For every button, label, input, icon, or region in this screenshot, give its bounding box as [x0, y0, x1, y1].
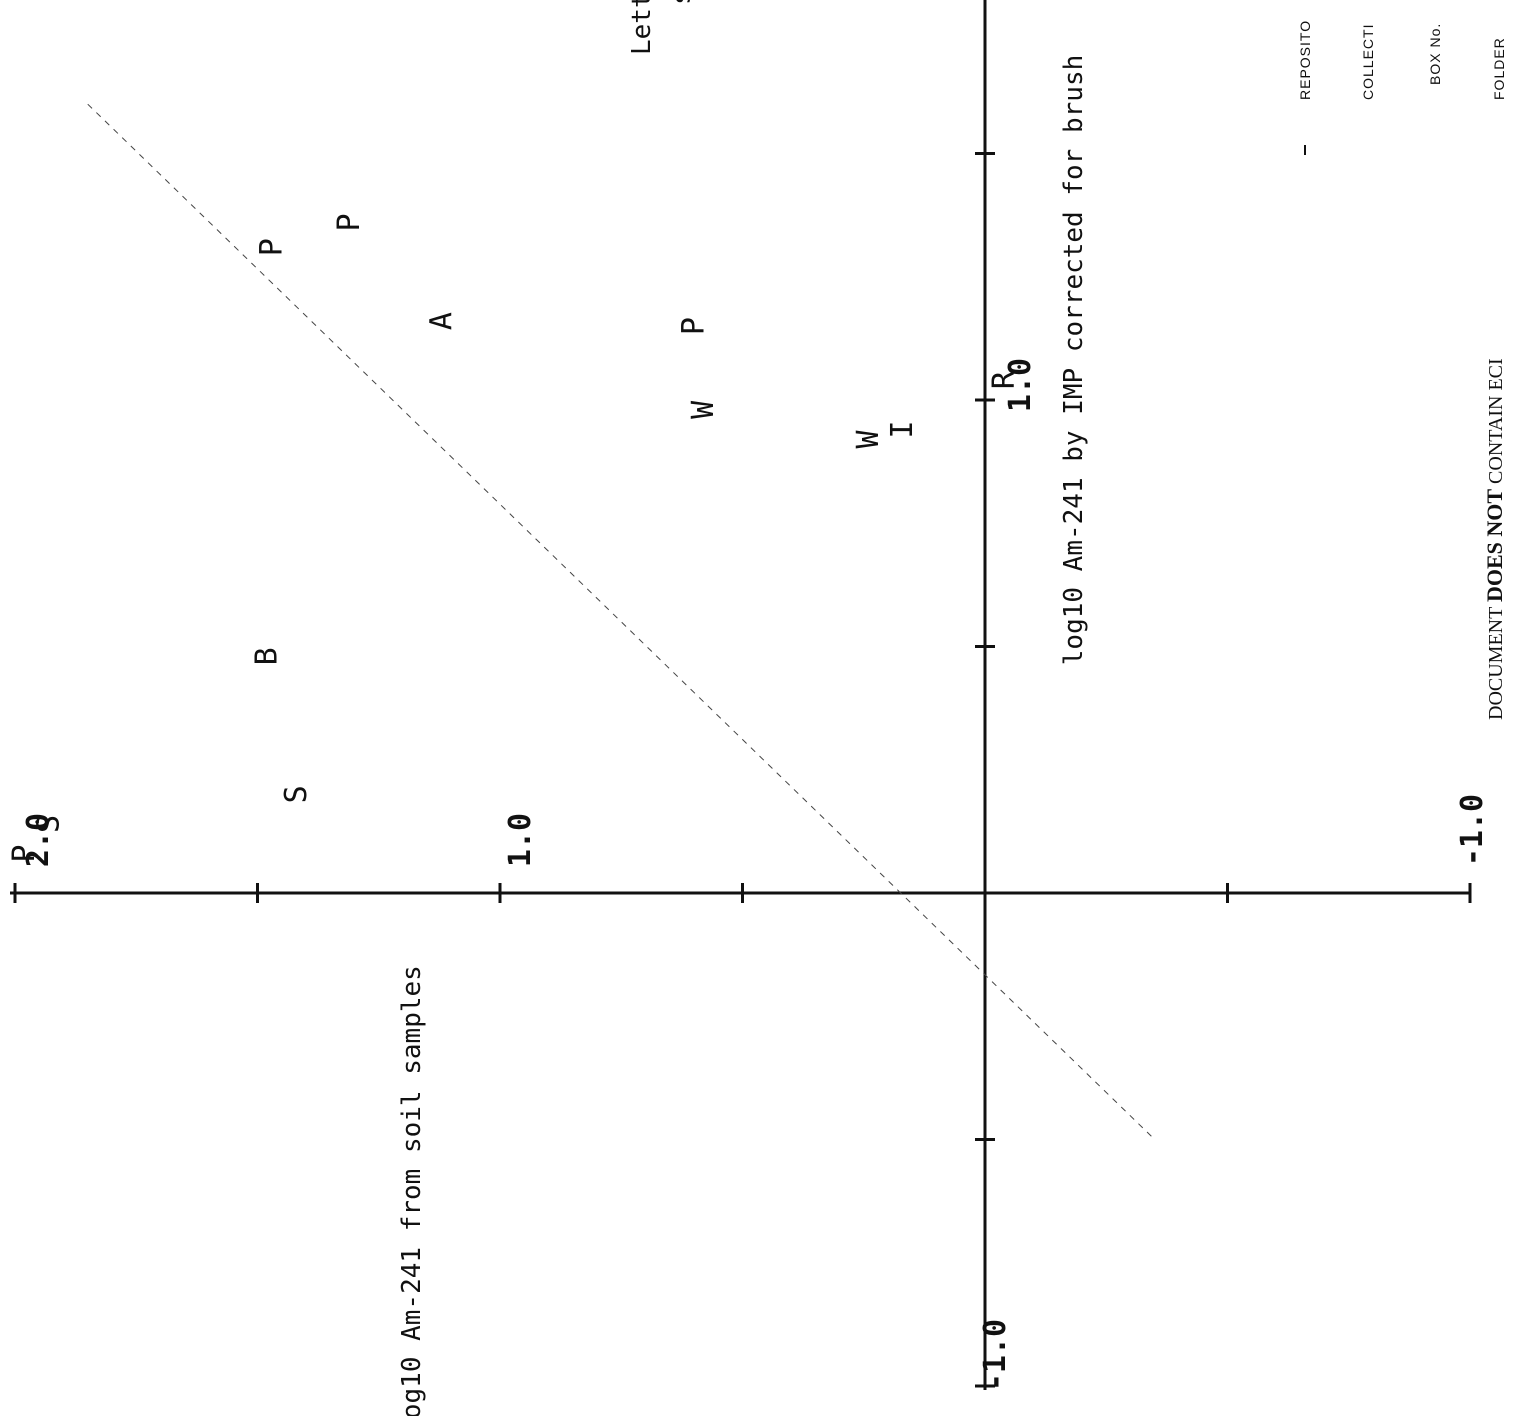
data-point-r: R [987, 370, 1022, 389]
y-tick-label-1: 1.0 [1003, 358, 1038, 412]
form-label-folder: FOLDER [1491, 37, 1507, 100]
legend-fragment: Lette [627, 0, 657, 55]
x-tick-label-1: 1.0 [503, 813, 538, 867]
svg-text:DOCUMENT DOES NOT CONTAIN ECI: DOCUMENT DOES NOT CONTAIN ECI [1482, 358, 1507, 720]
y-tick-label-neg1: -1.0 [1455, 794, 1490, 866]
form-label-box: BOX No. [1427, 23, 1443, 85]
data-point-p: P [7, 845, 42, 863]
y-axis-title: log10 Am-241 by IMP corrected for brush [1059, 55, 1089, 665]
data-point-p: P [677, 317, 712, 335]
axis-ticks [13, 152, 1472, 1388]
x-axis-title: log10 Am-241 from soil samples [397, 965, 427, 1416]
stamp-suffix: CONTAIN ECI [1485, 358, 1507, 489]
data-point-s: S [279, 785, 314, 803]
form-label-collection: COLLECTI [1360, 24, 1376, 100]
data-point-p: P [255, 238, 290, 256]
fit-line [87, 103, 1156, 1140]
data-point-w: W [851, 429, 886, 448]
data-point-p: P [332, 213, 367, 231]
stamp-prefix: DOCUMENT [1485, 602, 1507, 720]
document-stamp: DOCUMENT DOES NOT CONTAIN ECI [1482, 358, 1507, 720]
data-point-i: I [885, 421, 920, 439]
stamp-bold: DOES NOT [1482, 489, 1507, 602]
form-label-repository: REPOSITO [1297, 20, 1313, 100]
x-tick-label-neg1: -1.0 [978, 1319, 1013, 1391]
legend-fragment-2: s [667, 0, 697, 5]
x-tick-label-2: 2.0 [21, 813, 56, 867]
data-point-w: W [686, 400, 721, 419]
data-point-a: A [424, 312, 459, 330]
data-point-s: S [31, 815, 66, 833]
data-point-b: B [250, 647, 285, 665]
